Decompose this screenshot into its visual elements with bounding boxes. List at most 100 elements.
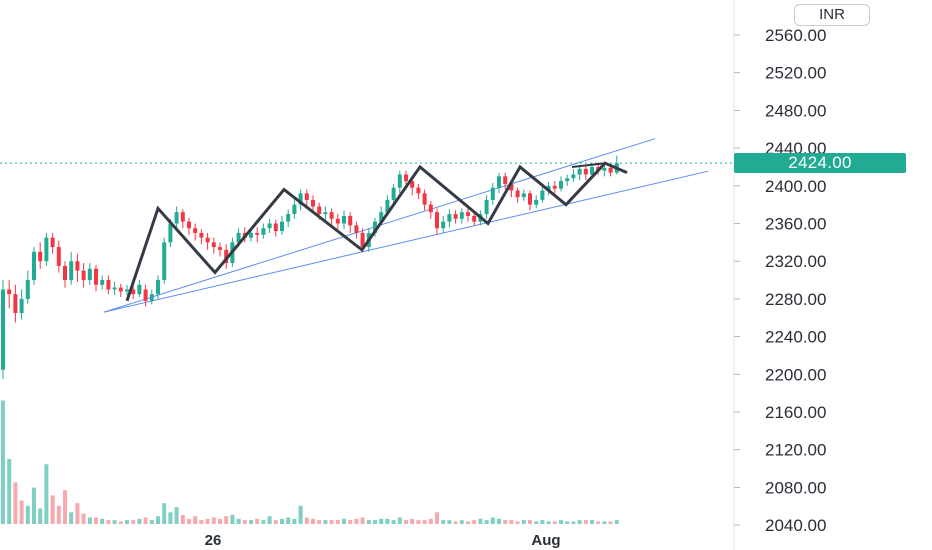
- volume-bar: [528, 520, 532, 524]
- volume-bar: [199, 520, 204, 524]
- volume-bar: [385, 518, 390, 524]
- volume-bar: [81, 513, 86, 524]
- candle-body: [379, 212, 384, 222]
- volume-bar: [286, 517, 291, 524]
- candle-body: [546, 185, 551, 191]
- volume-bar: [540, 520, 545, 524]
- candle-body: [125, 289, 129, 292]
- volume-bar: [75, 503, 80, 524]
- trendline: [103, 170, 709, 313]
- time-tick-label: 26: [205, 532, 222, 549]
- candle-body: [25, 280, 30, 299]
- volume-bar: [552, 521, 557, 524]
- candle-body: [255, 232, 260, 235]
- volume-bar: [559, 520, 563, 524]
- candle-body: [304, 193, 309, 200]
- candle-body: [106, 280, 111, 290]
- candle-body: [75, 261, 80, 271]
- candle-body: [261, 228, 266, 235]
- candle-body: [571, 174, 576, 179]
- candle-body: [44, 237, 49, 262]
- candle-body: [447, 214, 452, 222]
- volume-bar: [125, 520, 129, 524]
- candle-body: [218, 247, 222, 250]
- volume-bar: [44, 464, 49, 524]
- candle-body: [205, 237, 210, 243]
- volume-bar: [509, 520, 514, 524]
- volume-bar: [205, 518, 210, 524]
- volume-bar: [193, 516, 198, 524]
- volume-bar: [590, 520, 594, 524]
- candle-body: [224, 249, 229, 264]
- candle-body: [56, 247, 61, 266]
- volume-bar: [435, 512, 439, 524]
- volume-bar: [416, 520, 421, 524]
- candle-body: [286, 214, 291, 222]
- volume-bars: [1, 400, 619, 524]
- candle-body: [490, 187, 495, 200]
- candle-body: [32, 251, 36, 281]
- volume-bar: [249, 520, 253, 524]
- volume-bar: [273, 520, 278, 524]
- candle-body: [143, 289, 148, 301]
- volume-bar: [546, 521, 551, 524]
- volume-bar: [112, 520, 117, 524]
- volume-bar: [329, 520, 334, 524]
- volume-bar: [69, 512, 74, 524]
- price-tick-label: 2120.00: [765, 441, 826, 460]
- volume-bar: [608, 521, 613, 524]
- volume-bar: [13, 482, 18, 524]
- volume-bar: [366, 520, 371, 524]
- candle-body: [199, 232, 204, 238]
- candle-body: [236, 232, 241, 243]
- volume-bar: [360, 517, 365, 524]
- volume-bar: [174, 507, 179, 524]
- candle-body: [484, 199, 489, 215]
- candle-body: [354, 225, 359, 233]
- candle-body: [174, 212, 179, 224]
- volume-bar: [490, 517, 495, 524]
- volume-bar: [354, 518, 359, 524]
- volume-bar: [261, 520, 266, 524]
- volume-bar: [156, 516, 160, 524]
- volume-bar: [404, 520, 408, 524]
- volume-bar: [100, 518, 105, 524]
- candle-body: [87, 268, 92, 281]
- candle-body: [342, 215, 346, 224]
- candle-body: [273, 223, 278, 232]
- price-tick-label: 2520.00: [765, 64, 826, 83]
- volume-bar: [391, 520, 396, 524]
- candle-body: [137, 284, 142, 295]
- volume-bar: [63, 490, 67, 524]
- time-axis[interactable]: 26 Aug: [205, 532, 561, 549]
- volume-bar: [571, 521, 576, 524]
- candle-body: [292, 204, 297, 215]
- candle-body: [385, 199, 390, 213]
- candle-body: [112, 287, 117, 290]
- price-tick-label: 2080.00: [765, 478, 826, 497]
- volume-bar: [38, 508, 43, 524]
- volume-bar: [447, 520, 452, 524]
- volume-bar: [236, 518, 241, 524]
- volume-bar: [131, 520, 136, 524]
- candle-body: [391, 187, 396, 200]
- volume-bar: [218, 518, 222, 524]
- price-tick-label: 2200.00: [765, 365, 826, 384]
- volume-bar: [162, 503, 167, 524]
- candle-body: [187, 221, 191, 229]
- price-tick-label: 2240.00: [765, 328, 826, 347]
- volume-bar: [32, 487, 36, 524]
- candle-body: [503, 176, 508, 184]
- candle-body: [335, 218, 340, 224]
- volume-bar: [497, 518, 501, 524]
- candle-body: [416, 187, 421, 194]
- volume-bar: [484, 520, 489, 524]
- volume-bar: [478, 518, 483, 524]
- candle-body: [311, 199, 315, 207]
- currency-badge[interactable]: INR: [794, 4, 870, 26]
- candle-body: [404, 174, 408, 182]
- price-axis[interactable]: 2560.002520.002480.002440.002400.002360.…: [734, 26, 826, 535]
- volume-bar: [453, 521, 458, 524]
- volume-bar: [472, 520, 477, 524]
